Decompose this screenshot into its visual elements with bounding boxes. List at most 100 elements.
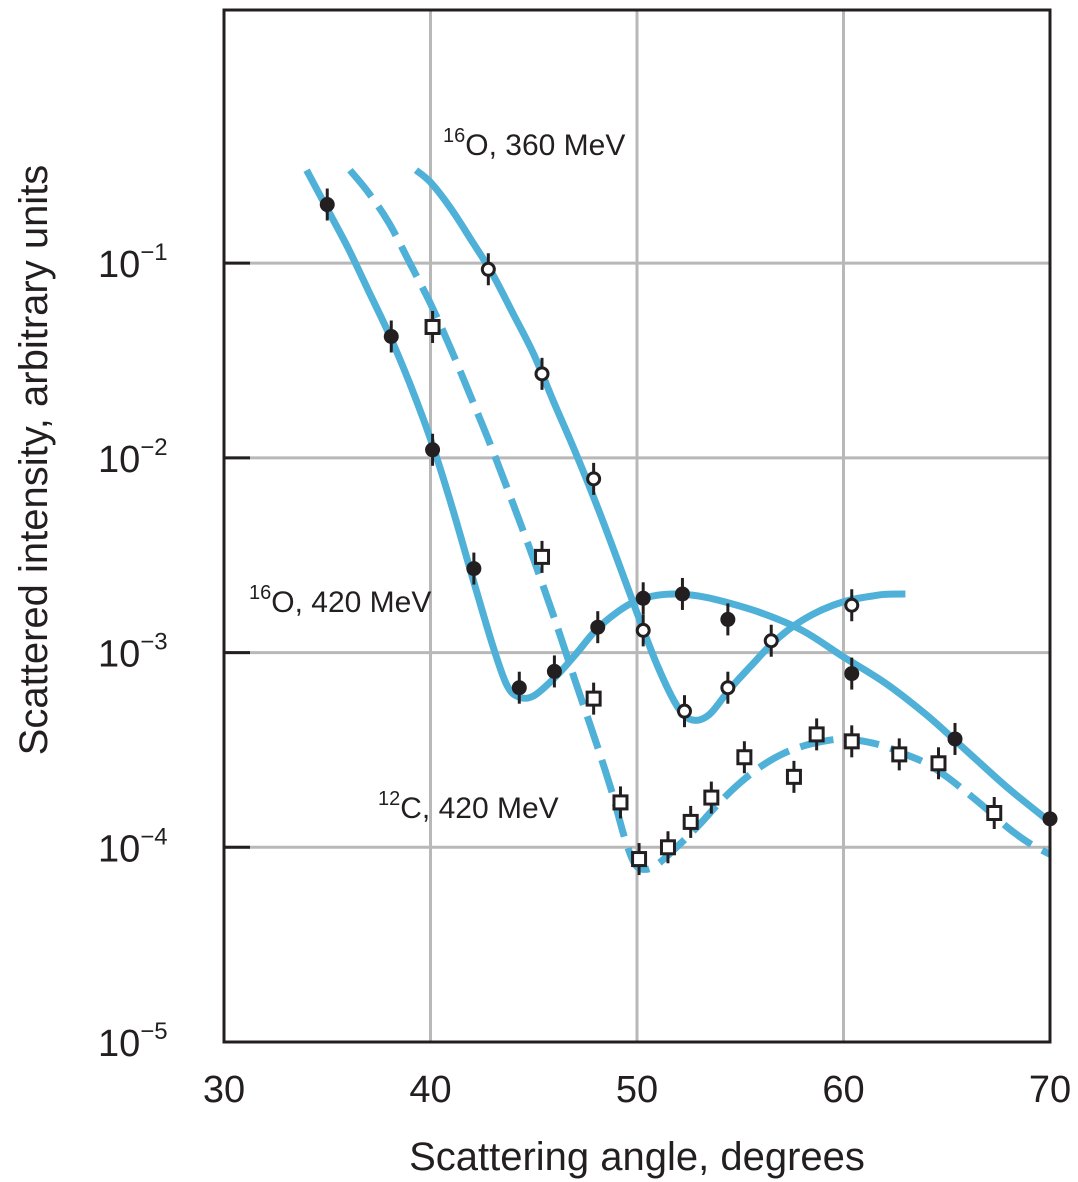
point-marker bbox=[844, 597, 860, 613]
point-marker bbox=[682, 813, 699, 830]
data-point bbox=[986, 796, 1003, 829]
point-marker bbox=[676, 703, 692, 719]
data-point bbox=[585, 682, 602, 715]
point-marker bbox=[585, 690, 602, 707]
data-point bbox=[843, 725, 860, 758]
tick-base: 10 bbox=[98, 828, 140, 870]
data-markers bbox=[319, 188, 1058, 876]
x-tick-label: 60 bbox=[822, 1069, 864, 1111]
point-marker bbox=[534, 548, 551, 565]
data-point bbox=[546, 655, 562, 688]
series-label-text: C, 420 MeV bbox=[400, 792, 558, 825]
point-marker bbox=[674, 586, 690, 602]
series-label-mass: 16 bbox=[443, 125, 465, 147]
point-marker bbox=[844, 666, 860, 682]
point-marker bbox=[590, 619, 606, 635]
fit-curves bbox=[303, 167, 1050, 873]
point-marker bbox=[586, 471, 602, 487]
y-tick-label: 10−3 bbox=[98, 629, 168, 676]
data-point bbox=[534, 357, 550, 390]
data-point bbox=[586, 462, 602, 495]
data-point bbox=[635, 582, 651, 615]
data-point bbox=[383, 320, 399, 353]
tick-exponent: −4 bbox=[140, 823, 167, 850]
point-marker bbox=[736, 749, 753, 766]
series-label-c12-420: 12C, 420 MeV bbox=[378, 788, 559, 825]
data-point bbox=[674, 577, 690, 610]
x-tick-label: 50 bbox=[616, 1069, 658, 1111]
series-label-text: O, 360 MeV bbox=[465, 129, 625, 162]
tick-base: 10 bbox=[98, 439, 140, 481]
data-point bbox=[480, 253, 496, 286]
plot-frame bbox=[222, 8, 1052, 1044]
data-point bbox=[424, 310, 441, 343]
point-marker bbox=[612, 794, 629, 811]
data-point bbox=[720, 671, 736, 704]
tick-exponent: −1 bbox=[140, 239, 167, 266]
y-tick-label: 10−4 bbox=[98, 823, 168, 870]
tick-exponent: −2 bbox=[140, 434, 167, 461]
data-point bbox=[466, 552, 482, 585]
tick-exponent: −3 bbox=[140, 629, 167, 656]
data-point bbox=[736, 741, 753, 774]
data-point bbox=[659, 831, 676, 864]
point-marker bbox=[891, 746, 908, 763]
data-point bbox=[703, 781, 720, 814]
data-point bbox=[930, 747, 947, 780]
tick-exponent: −5 bbox=[140, 1018, 167, 1045]
data-point bbox=[590, 611, 606, 644]
point-marker bbox=[720, 680, 736, 696]
axis-ticks bbox=[224, 261, 250, 1044]
series-curve-0 bbox=[303, 168, 1050, 825]
point-marker bbox=[635, 590, 651, 606]
series-label-o16-420: 16O, 420 MeV bbox=[249, 582, 431, 619]
point-marker bbox=[534, 366, 550, 382]
point-marker bbox=[480, 261, 496, 277]
data-point bbox=[635, 614, 651, 647]
point-marker bbox=[785, 768, 802, 785]
x-tick-label: 30 bbox=[203, 1069, 245, 1111]
point-marker bbox=[425, 442, 441, 458]
tick-base: 10 bbox=[98, 634, 140, 676]
x-tick-label: 70 bbox=[1029, 1069, 1071, 1111]
point-marker bbox=[843, 733, 860, 750]
series-label-mass: 12 bbox=[378, 788, 400, 810]
data-point bbox=[720, 603, 736, 636]
data-point bbox=[319, 188, 335, 221]
y-tick-label: 10−2 bbox=[98, 434, 168, 481]
data-point bbox=[808, 718, 825, 751]
series-label-mass: 16 bbox=[249, 582, 271, 604]
point-marker bbox=[635, 622, 651, 638]
data-point bbox=[534, 540, 551, 573]
tick-base: 10 bbox=[98, 244, 140, 286]
data-point bbox=[425, 433, 441, 466]
point-marker bbox=[659, 839, 676, 856]
series-curve-1 bbox=[413, 167, 906, 724]
data-point bbox=[511, 671, 527, 704]
point-marker bbox=[930, 755, 947, 772]
data-point bbox=[631, 843, 648, 876]
point-marker bbox=[546, 663, 562, 679]
series-label-o16-360: 16O, 360 MeV bbox=[443, 125, 625, 162]
series-label-text: O, 420 MeV bbox=[271, 586, 431, 619]
tick-base: 10 bbox=[98, 1023, 140, 1065]
point-marker bbox=[466, 561, 482, 577]
data-point bbox=[763, 624, 779, 657]
x-tick-label: 40 bbox=[409, 1069, 451, 1111]
grid-lines bbox=[224, 10, 1050, 1042]
point-marker bbox=[808, 726, 825, 743]
point-marker bbox=[631, 851, 648, 868]
point-marker bbox=[424, 318, 441, 335]
point-marker bbox=[383, 328, 399, 344]
data-point bbox=[682, 805, 699, 838]
data-point bbox=[844, 657, 860, 690]
y-axis-label: Scattered intensity, arbitrary units bbox=[12, 165, 56, 756]
point-marker bbox=[947, 731, 963, 747]
data-point bbox=[844, 589, 860, 622]
x-axis-label: Scattering angle, degrees bbox=[409, 1135, 865, 1179]
series-curve-2 bbox=[347, 167, 1050, 873]
point-marker bbox=[703, 789, 720, 806]
y-tick-label: 10−1 bbox=[98, 239, 168, 286]
